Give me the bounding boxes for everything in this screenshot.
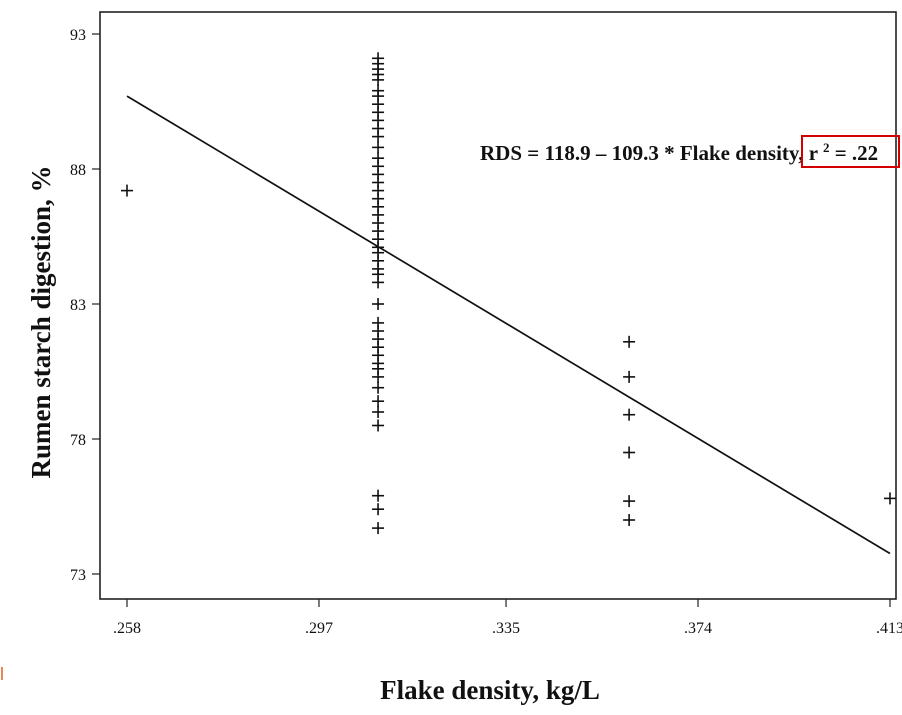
y-tick-label: 78 [70, 432, 86, 449]
data-points [121, 52, 896, 535]
data-point [623, 446, 636, 459]
y-tick-label: 83 [70, 297, 86, 314]
regression-line [126, 95, 891, 555]
r2-label: r [809, 141, 818, 165]
data-point [372, 298, 385, 310]
x-axis-title: Flake density, kg/L [380, 675, 600, 705]
data-point [372, 141, 385, 154]
x-tick-label: .413 [876, 620, 902, 637]
data-point [372, 503, 385, 516]
data-point [372, 276, 385, 289]
data-point [623, 408, 636, 421]
data-point [372, 406, 385, 418]
data-point [121, 184, 133, 197]
data-point [623, 514, 636, 526]
y-axis-title: Rumen starch digestion, % [26, 165, 56, 478]
y-axis: 73 78 83 88 93 [70, 27, 100, 584]
data-point [623, 495, 636, 508]
y-tick-label: 73 [70, 567, 86, 584]
data-point [623, 335, 636, 348]
y-tick-label: 93 [70, 27, 86, 44]
data-point [623, 370, 636, 383]
x-tick-label: .374 [684, 620, 712, 637]
data-point [372, 489, 385, 502]
data-point [372, 73, 385, 86]
data-point [372, 381, 385, 394]
data-point [372, 395, 385, 408]
data-point [372, 522, 385, 535]
x-axis: .258 .297 .335 .374 .413 [113, 599, 902, 637]
x-tick-label: .258 [113, 620, 141, 637]
r2-value: = .22 [835, 141, 878, 165]
y-tick-label: 88 [70, 162, 86, 179]
data-point [372, 419, 385, 432]
data-point [884, 492, 896, 505]
regression-equation: RDS = 118.9 – 109.3 * Flake density, r 2… [480, 133, 878, 165]
plot-frame [99, 11, 897, 600]
r2-highlight-box [801, 135, 900, 168]
r2-superscript: 2 [823, 140, 830, 155]
x-tick-label: .297 [305, 620, 333, 637]
equation-text: RDS = 118.9 – 109.3 * Flake density, [480, 141, 809, 165]
data-point [372, 370, 385, 383]
x-tick-label: .335 [492, 620, 520, 637]
data-point [372, 130, 385, 143]
